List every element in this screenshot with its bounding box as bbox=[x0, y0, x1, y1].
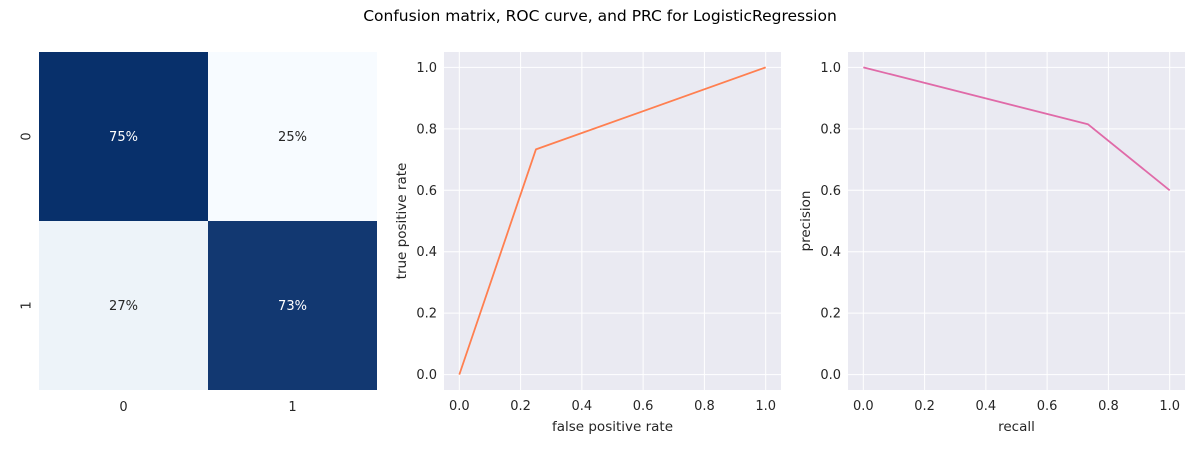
heatmap-cell bbox=[39, 52, 208, 221]
heatmap-cell bbox=[208, 52, 377, 221]
y-tick-label: 0.6 bbox=[416, 184, 437, 199]
x-tick-label: 1.0 bbox=[1159, 399, 1180, 414]
x-axis-label: false positive rate bbox=[552, 419, 673, 435]
y-tick-label: 1 bbox=[20, 301, 35, 309]
x-tick-label: 0.4 bbox=[572, 399, 593, 414]
heatmap-cell-label: 73% bbox=[278, 299, 307, 314]
y-tick-label: 1.0 bbox=[416, 61, 437, 76]
y-tick-label: 0.4 bbox=[820, 245, 841, 260]
heatmap-cell bbox=[39, 221, 208, 390]
x-tick-label: 0.6 bbox=[1037, 399, 1058, 414]
series-line bbox=[863, 66, 1171, 191]
x-tick-label: 0.4 bbox=[976, 399, 997, 414]
y-tick-label: 0.4 bbox=[416, 245, 437, 260]
x-tick-label: 0.0 bbox=[449, 399, 470, 414]
x-tick-label: 0.0 bbox=[853, 399, 874, 414]
x-tick-label: 0.2 bbox=[914, 399, 935, 414]
x-axis-label: recall bbox=[998, 419, 1035, 435]
heatmap-cell-label: 27% bbox=[109, 299, 138, 314]
x-tick-label: 1.0 bbox=[755, 399, 776, 414]
series-line bbox=[458, 66, 766, 375]
confusion-matrix-panel: 75% 25% 27% 73% 0 1 0 1 bbox=[20, 52, 377, 415]
y-tick-label: 0.0 bbox=[820, 368, 841, 383]
heatmap-cell-label: 75% bbox=[109, 130, 138, 145]
plot-background bbox=[848, 52, 1185, 390]
plot-background bbox=[444, 52, 781, 390]
y-tick-label: 0.8 bbox=[416, 122, 437, 137]
x-tick-label: 0.6 bbox=[633, 399, 654, 414]
x-tick-label: 0.8 bbox=[1098, 399, 1119, 414]
heatmap-cell bbox=[208, 221, 377, 390]
y-tick-label: 0.0 bbox=[416, 368, 437, 383]
x-tick-label: 0.8 bbox=[694, 399, 715, 414]
y-tick-label: 0 bbox=[20, 132, 35, 140]
y-tick-label: 0.2 bbox=[820, 307, 841, 322]
y-axis-label: true positive rate bbox=[394, 163, 410, 280]
heatmap-cell-label: 25% bbox=[278, 130, 307, 145]
y-tick-label: 0.8 bbox=[820, 122, 841, 137]
y-tick-label: 1.0 bbox=[820, 61, 841, 76]
roc-curve-panel: 0.0 0.2 0.4 0.6 0.8 1.0 0.0 0.2 0.4 0.6 0.8 1.0 fals… bbox=[394, 52, 781, 435]
figure-title: Confusion matrix, ROC curve, and PRC for… bbox=[363, 7, 837, 25]
y-tick-label: 0.6 bbox=[820, 184, 841, 199]
y-tick-label: 0.2 bbox=[416, 307, 437, 322]
x-tick-label: 0.2 bbox=[510, 399, 531, 414]
prc-panel: 0.0 0.2 0.4 0.6 0.8 1.0 0.0 0.2 0.4 0.6 0.8 1.0 reca… bbox=[798, 52, 1185, 435]
y-axis-label: precision bbox=[798, 191, 814, 252]
x-tick-label: 1 bbox=[288, 400, 296, 415]
x-tick-label: 0 bbox=[119, 400, 127, 415]
